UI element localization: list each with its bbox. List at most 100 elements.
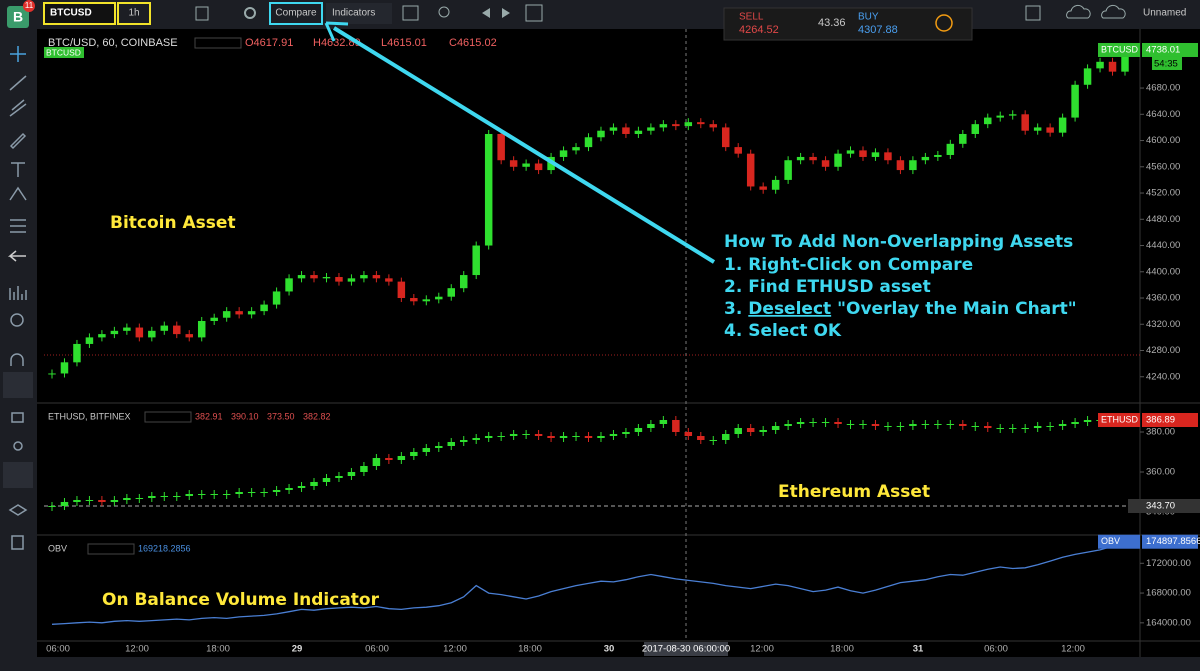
indicators-button[interactable] — [326, 3, 392, 24]
info-icon[interactable] — [935, 14, 953, 32]
candle — [1021, 114, 1029, 131]
drawing-tools — [7, 46, 28, 550]
interval: 1h — [128, 8, 139, 19]
series-tag: OBV — [1101, 536, 1120, 546]
pane-buttons — [194, 37, 242, 49]
candle — [821, 160, 830, 167]
ohlc-value: 169218.2856 — [138, 543, 191, 553]
ohlc-value: H4632.89 — [313, 37, 361, 49]
candle — [497, 436, 505, 437]
candle — [422, 299, 431, 302]
candle — [322, 478, 331, 482]
compare-button[interactable] — [269, 2, 323, 25]
y-tick-label: 4280.00 — [1146, 345, 1180, 356]
logo[interactable] — [7, 6, 29, 28]
candle — [123, 498, 131, 500]
sell-label[interactable]: SELL — [739, 12, 764, 23]
candle — [834, 153, 842, 167]
candle — [597, 130, 605, 138]
toolbar — [0, 0, 1200, 29]
symbol-box[interactable] — [43, 2, 116, 25]
series-tag-bg — [1098, 413, 1140, 427]
candle — [1096, 61, 1104, 69]
candle — [884, 152, 892, 161]
x-tick-label: 18:00 — [518, 644, 542, 655]
y-tick-label: 4320.00 — [1146, 319, 1180, 330]
candle — [385, 278, 393, 282]
candle — [210, 494, 218, 495]
candle — [410, 298, 418, 302]
x-tick-label: 12:00 — [125, 644, 149, 655]
buy-label[interactable]: BUY — [858, 12, 879, 23]
candle — [846, 150, 855, 154]
ohlc-value: C4615.02 — [449, 37, 497, 49]
candle — [559, 150, 568, 157]
y-tick-label: 4680.00 — [1146, 83, 1180, 94]
candle — [260, 492, 268, 493]
cursor-time-bg — [644, 642, 728, 656]
x-tick-label: 18:00 — [206, 644, 230, 655]
y-tick-label: 380.00 — [1146, 427, 1175, 438]
candle — [796, 422, 805, 424]
candle — [959, 133, 967, 144]
candle — [472, 438, 480, 440]
candle — [410, 452, 418, 456]
series-tag-bg — [1098, 534, 1140, 549]
candle — [285, 488, 293, 490]
candle — [921, 424, 930, 425]
candle — [534, 434, 543, 436]
interval-box[interactable] — [117, 2, 151, 25]
instruction-step: 2. Find ETHUSD asset — [724, 277, 931, 297]
candle — [272, 490, 281, 492]
candle — [185, 494, 193, 496]
candle — [447, 442, 455, 446]
y-tick-label: 4240.00 — [1146, 371, 1180, 382]
countdown: 54:35 — [1154, 59, 1178, 70]
instruction-step: 3. Deselect "Overlay the Main Chart" — [724, 299, 1077, 319]
candle — [1058, 117, 1067, 133]
candle — [871, 424, 880, 426]
candle — [98, 334, 106, 338]
candle — [559, 436, 568, 438]
symbol-tag-bg — [44, 47, 84, 58]
candle — [435, 296, 443, 300]
candle — [634, 428, 643, 432]
pane-buttons — [144, 411, 192, 423]
candle — [959, 424, 967, 426]
spread: 43.36 — [818, 17, 846, 29]
step-emphasis: Deselect — [748, 299, 831, 319]
annotation: On Balance Volume Indicator — [102, 590, 380, 610]
candle — [185, 334, 193, 338]
candle — [622, 127, 630, 134]
logo-letter: B — [13, 9, 23, 25]
candle — [372, 458, 381, 466]
x-tick-label: 12:00 — [750, 644, 774, 655]
y-tick-label: 4600.00 — [1146, 135, 1180, 146]
candle — [297, 275, 306, 279]
candle — [1083, 68, 1092, 85]
candle — [335, 476, 343, 478]
candle — [746, 153, 755, 187]
candle — [684, 432, 693, 436]
candle — [372, 275, 381, 279]
ohlc-value: 373.50 — [267, 411, 295, 421]
candle — [60, 362, 69, 374]
layout-name[interactable]: Unnamed — [1143, 8, 1186, 19]
candle — [584, 137, 593, 148]
candle — [784, 424, 792, 426]
badge-count: 11 — [25, 1, 34, 10]
candle — [946, 424, 955, 425]
last-price: 386.89 — [1146, 415, 1175, 426]
candle — [659, 124, 668, 128]
pane-title: ETHUSD, BITFINEX — [48, 411, 131, 421]
candle — [697, 436, 705, 440]
candle — [285, 278, 293, 292]
candle — [1008, 114, 1017, 116]
instruction-step: 1. Right-Click on Compare — [724, 255, 973, 275]
candle — [1021, 428, 1029, 429]
buy-price: 4307.88 — [858, 24, 898, 36]
candle — [659, 420, 668, 424]
candle — [1058, 424, 1067, 426]
candle — [173, 496, 181, 497]
candle — [447, 288, 455, 297]
